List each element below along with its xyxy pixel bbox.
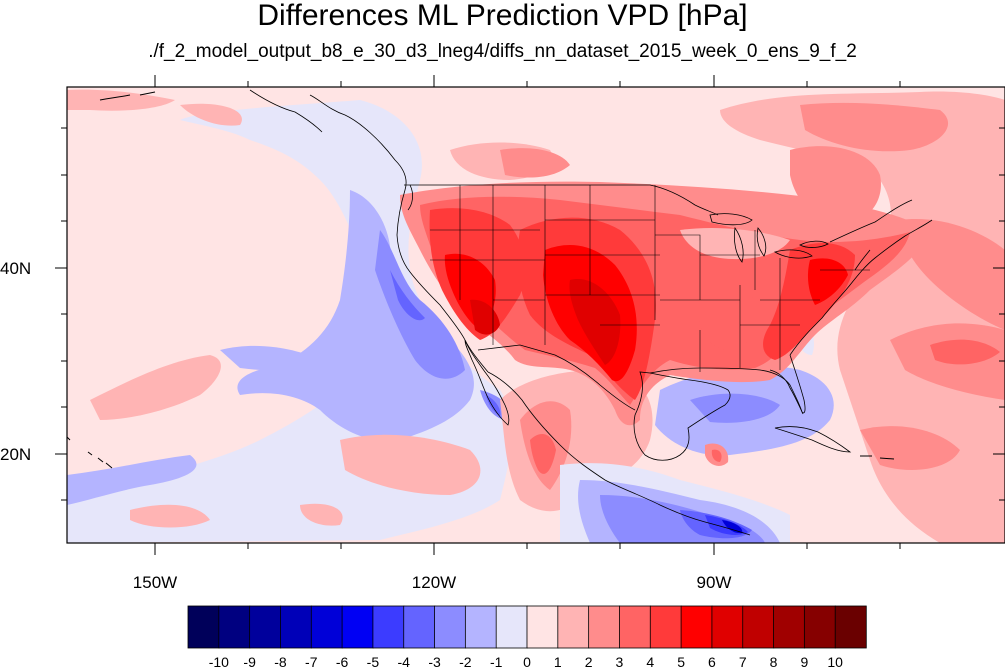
colorbar-label: -8 bbox=[274, 654, 287, 670]
colorbar-label: 3 bbox=[616, 654, 624, 670]
lon-label-150w: 150W bbox=[133, 573, 177, 592]
colorbar-swatch bbox=[834, 605, 867, 649]
colorbar-label: 10 bbox=[827, 654, 843, 670]
colorbar-swatch bbox=[310, 605, 343, 649]
colorbar-label: -6 bbox=[336, 654, 349, 670]
colorbar-label: 2 bbox=[585, 654, 593, 670]
map-subtitle: ./f_2_model_output_b8_e_30_d3_lneg4/diff… bbox=[148, 41, 857, 62]
colorbar-swatch bbox=[249, 605, 282, 649]
map-field bbox=[67, 87, 1005, 543]
baja-negative-region bbox=[375, 230, 465, 379]
colorbar-swatch bbox=[711, 605, 744, 649]
colorbar-label: -9 bbox=[243, 654, 256, 670]
colorbar-swatch bbox=[495, 605, 528, 649]
coastlines-and-borders bbox=[67, 89, 933, 536]
colorbar-swatch bbox=[680, 605, 713, 649]
colorbar-swatch bbox=[742, 605, 775, 649]
colorbar-label: 1 bbox=[554, 654, 562, 670]
colorbar-label: -7 bbox=[305, 654, 318, 670]
colorbar-swatch bbox=[588, 605, 621, 649]
colorbar-label: 0 bbox=[523, 654, 531, 670]
pacific-blue-region bbox=[237, 190, 474, 441]
colorbar-swatch bbox=[341, 605, 374, 649]
colorbar-swatch bbox=[187, 605, 220, 649]
colorbar-label: -10 bbox=[209, 654, 229, 670]
atlantic-positive-region bbox=[720, 91, 1005, 543]
colorbar-label: 4 bbox=[646, 654, 654, 670]
colorbar-swatch bbox=[773, 605, 806, 649]
colorbar-label: 7 bbox=[739, 654, 747, 670]
colorbar-swatch bbox=[464, 605, 497, 649]
axis-ticks bbox=[55, 75, 1005, 555]
colorbar-swatch bbox=[218, 605, 251, 649]
colorbar-swatch bbox=[403, 605, 436, 649]
colorbar-swatch bbox=[649, 605, 682, 649]
colorbar-swatch bbox=[619, 605, 651, 649]
colorbar-swatch bbox=[526, 605, 559, 649]
colorbar: -10 -9 -8 -7 -6 -5 -4 -3 -2 -1 0 1 2 3 4 5 6 7 8 9 10 bbox=[187, 605, 867, 670]
lon-label-120w: 120W bbox=[412, 573, 456, 592]
colorbar-label: -4 bbox=[398, 654, 411, 670]
lat-label-40n: 40N bbox=[0, 259, 31, 278]
colorbar-swatch bbox=[557, 605, 590, 649]
colorbar-label: 8 bbox=[770, 654, 778, 670]
map-title: Differences ML Prediction VPD [hPa] bbox=[257, 0, 748, 32]
colorbar-swatch bbox=[372, 605, 405, 649]
pacific-positive-patch bbox=[90, 355, 221, 420]
colorbar-swatch bbox=[434, 605, 467, 649]
colorbar-swatch bbox=[280, 605, 312, 649]
lat-label-20n: 20N bbox=[0, 445, 31, 464]
colorbar-label: -2 bbox=[459, 654, 472, 670]
colorbar-label: 5 bbox=[677, 654, 685, 670]
colorbar-label: 9 bbox=[800, 654, 808, 670]
colorbar-label: -5 bbox=[367, 654, 380, 670]
lon-label-90w: 90W bbox=[697, 573, 732, 592]
colorbar-label: -1 bbox=[490, 654, 503, 670]
plot-frame bbox=[66, 86, 1005, 544]
colorbar-label: -3 bbox=[428, 654, 441, 670]
colorbar-swatch bbox=[803, 605, 836, 649]
colorbar-label: 6 bbox=[708, 654, 716, 670]
